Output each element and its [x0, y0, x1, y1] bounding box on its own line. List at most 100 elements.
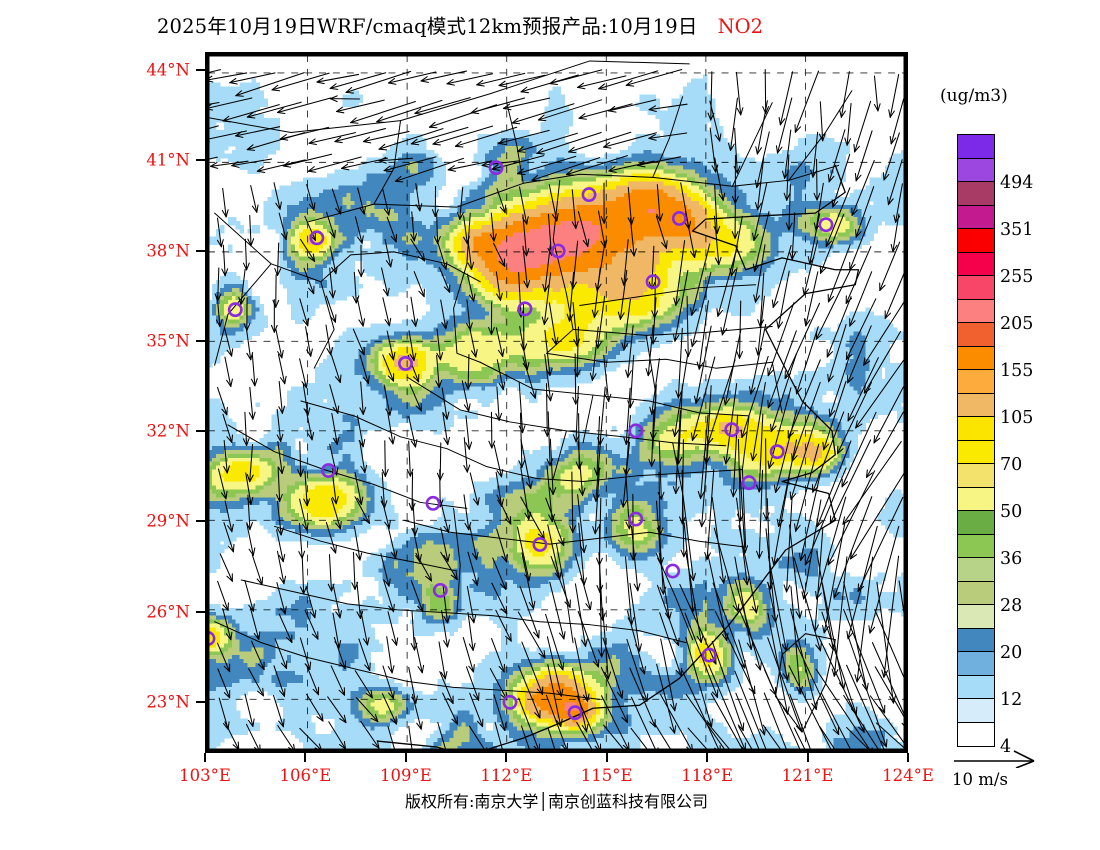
plot-border: [208, 55, 905, 750]
city-marker-7: [517, 301, 533, 317]
colorbar-tick-8: 36: [1000, 549, 1022, 569]
city-marker-11: [425, 495, 441, 511]
city-marker-4: [309, 230, 325, 246]
wind-scale-label: 10 m/s: [952, 770, 1072, 789]
y-axis-label-6: 26°N: [100, 602, 190, 621]
colorbar-band-19: [958, 581, 994, 605]
city-marker-1: [581, 187, 597, 203]
x-axis-tick-3: [505, 753, 508, 762]
colorbar-band-22: [958, 652, 994, 676]
city-marker-0: [488, 160, 504, 176]
colorbar-band-12: [958, 417, 994, 441]
y-axis-label-4: 32°N: [100, 422, 190, 441]
colorbar-tick-2: 255: [1000, 267, 1033, 287]
colorbar-band-17: [958, 534, 994, 558]
city-marker-14: [769, 444, 785, 460]
y-axis-tick-6: [196, 610, 205, 613]
city-marker-19: [208, 631, 216, 646]
x-axis-tick-1: [304, 753, 307, 762]
title-species-label: NO2: [718, 15, 763, 38]
colorbar-band-0: [958, 135, 994, 159]
city-marker-2: [671, 211, 687, 226]
city-marker-10: [321, 463, 336, 478]
colorbar-tick-7: 50: [1000, 502, 1022, 522]
y-axis-tick-2: [196, 249, 205, 252]
colorbar-tick-4: 155: [1000, 361, 1033, 381]
colorbar-band-18: [958, 558, 994, 582]
city-marker-5: [550, 243, 566, 259]
city-marker-13: [724, 422, 740, 438]
y-axis-label-3: 35°N: [100, 331, 190, 350]
colorbar-tick-11: 12: [1000, 690, 1022, 710]
x-axis-label-7: 124°E: [882, 766, 934, 785]
city-marker-20: [701, 647, 717, 663]
y-axis-tick-4: [196, 430, 205, 433]
colorbar-band-23: [958, 675, 994, 699]
map-canvas: [208, 55, 905, 750]
map-plot-area[interactable]: [205, 52, 908, 753]
y-axis-tick-1: [196, 159, 205, 162]
city-marker-15: [741, 475, 757, 491]
colorbar-band-2: [958, 182, 994, 206]
city-marker-21: [502, 694, 518, 710]
colorbar-band-6: [958, 276, 994, 300]
colorbar-band-5: [958, 252, 994, 276]
x-axis-tick-2: [404, 753, 407, 762]
x-axis-label-2: 109°E: [380, 766, 432, 785]
copyright-footer: 版权所有:南京大学│南京创蓝科技有限公司: [205, 788, 908, 812]
city-marker-22: [567, 705, 583, 721]
colorbar-band-25: [958, 722, 994, 746]
city-marker-17: [628, 511, 644, 527]
colorbar-tick-9: 28: [1000, 596, 1022, 616]
city-marker-6: [645, 274, 661, 290]
page-title: 2025年10月19日WRF/cmaq模式12km预报产品:10月19日 NO2: [0, 10, 920, 39]
y-axis-tick-7: [196, 700, 205, 703]
y-axis-label-0: 44°N: [100, 61, 190, 80]
colorbar-band-13: [958, 440, 994, 464]
x-axis-tick-0: [204, 753, 206, 762]
x-axis-label-4: 115°E: [581, 766, 633, 785]
x-axis-tick-4: [605, 753, 608, 762]
y-axis-tick-3: [196, 339, 205, 342]
y-axis-label-5: 29°N: [100, 512, 190, 531]
colorbar-unit-label: (ug/m3): [940, 86, 1008, 106]
x-axis-tick-6: [806, 753, 809, 762]
x-axis-label-0: 103°E: [179, 766, 231, 785]
colorbar-band-21: [958, 628, 994, 652]
colorbar-band-16: [958, 511, 994, 535]
y-axis-label-1: 41°N: [100, 151, 190, 170]
y-axis-label-7: 23°N: [100, 692, 190, 711]
colorbar-band-24: [958, 699, 994, 723]
colorbar-band-14: [958, 464, 994, 488]
title-main-text: 2025年10月19日WRF/cmaq模式12km预报产品:10月19日: [157, 15, 698, 38]
city-marker-3: [818, 217, 834, 233]
colorbar-band-1: [958, 158, 994, 182]
colorbar-band-9: [958, 346, 994, 370]
colorbar-band-7: [958, 299, 994, 323]
colorbar-tick-10: 20: [1000, 643, 1022, 663]
colorbar-tick-6: 70: [1000, 455, 1022, 475]
y-axis-label-2: 38°N: [100, 241, 190, 260]
x-axis-tick-7: [907, 753, 909, 762]
y-axis-tick-0: [196, 69, 205, 72]
x-axis-tick-5: [706, 753, 709, 762]
colorbar-band-3: [958, 205, 994, 229]
colorbar-band-8: [958, 323, 994, 347]
city-markers: [208, 160, 834, 721]
wind-scale-legend: 10 m/s: [952, 748, 1072, 789]
city-marker-18: [432, 582, 448, 598]
colorbar-tick-3: 205: [1000, 314, 1033, 334]
colorbar-band-15: [958, 487, 994, 511]
x-axis-label-5: 118°E: [681, 766, 733, 785]
map-boundaries: [208, 60, 860, 750]
colorbar-band-11: [958, 393, 994, 417]
city-marker-9: [398, 356, 413, 371]
wind-vectors: [208, 68, 905, 750]
wind-arrow-icon: [954, 750, 1035, 768]
city-marker-12: [628, 423, 644, 439]
y-axis-tick-5: [196, 520, 205, 523]
colorbar-band-4: [958, 229, 994, 253]
city-marker-8: [227, 302, 243, 318]
colorbar-band-10: [958, 370, 994, 394]
